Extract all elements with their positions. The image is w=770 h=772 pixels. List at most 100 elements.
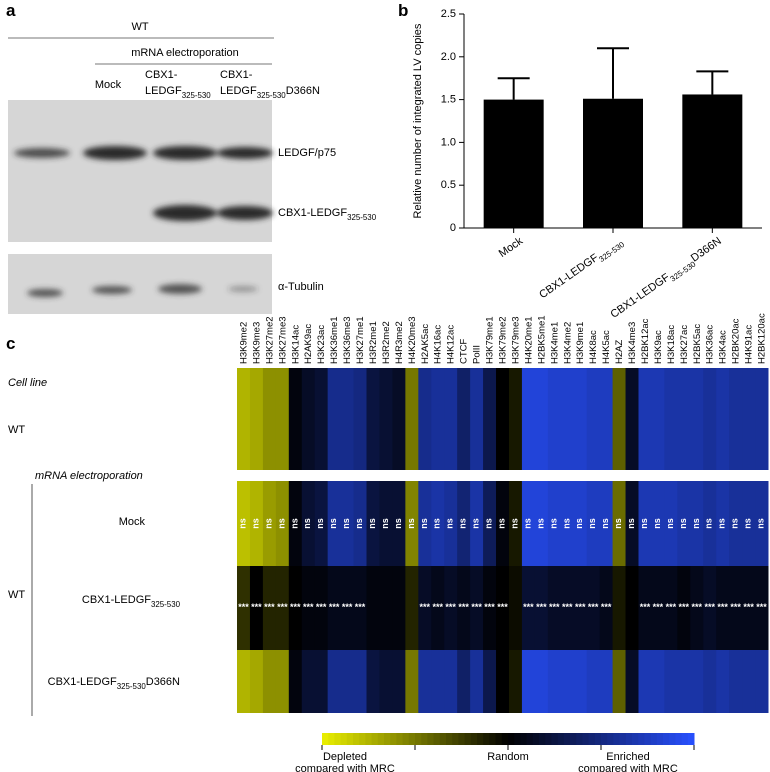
colorbar-segment xyxy=(582,733,590,745)
lane-label: CBX1- xyxy=(145,69,178,81)
heatmap-cell xyxy=(716,368,730,470)
colorbar-segment xyxy=(650,733,658,745)
bar xyxy=(583,98,643,228)
heatmap-cell xyxy=(314,481,329,566)
column-label: H3K4ac xyxy=(717,330,728,364)
heatmap-cell xyxy=(470,566,484,650)
bar xyxy=(483,99,544,228)
significance: *** xyxy=(277,602,288,612)
significance: *** xyxy=(536,602,547,612)
significance: *** xyxy=(432,602,443,612)
significance: ns xyxy=(471,518,481,529)
colorbar-segment xyxy=(390,733,397,745)
heatmap-cell xyxy=(547,481,562,566)
column-label: H3K23ac xyxy=(316,325,327,364)
significance: ns xyxy=(691,518,701,529)
column-label: H2AZ xyxy=(614,340,625,364)
row-label: WT xyxy=(8,424,25,436)
heatmap-cell xyxy=(327,650,342,713)
heatmap-cell xyxy=(288,650,303,713)
significance: *** xyxy=(743,602,754,612)
significance: ns xyxy=(665,518,675,529)
colorbar-segment xyxy=(632,733,639,745)
significance: ns xyxy=(419,518,429,529)
heatmap-cell xyxy=(638,481,652,566)
colorbar-segment xyxy=(551,733,559,745)
heatmap-cell xyxy=(560,368,575,470)
heatmap-cell xyxy=(586,650,601,713)
heatmap-cell xyxy=(703,650,717,713)
heatmap-cell xyxy=(392,368,406,470)
significance: *** xyxy=(445,602,456,612)
heatmap-cell xyxy=(379,650,393,713)
colorbar-segment xyxy=(328,733,335,745)
heatmap-cell xyxy=(392,566,406,650)
heatmap-cell xyxy=(677,368,691,470)
heatmap-cell xyxy=(340,566,355,650)
heatmap-cell xyxy=(483,566,497,650)
colorbar-segment xyxy=(669,733,676,745)
heatmap-cell xyxy=(534,481,549,566)
colorbar-label: compared with MRC xyxy=(295,763,395,772)
significance: ns xyxy=(484,518,494,529)
heatmap-cell xyxy=(444,650,458,713)
significance: *** xyxy=(497,602,508,612)
heatmap-cell xyxy=(444,481,458,566)
heatmap-cell xyxy=(690,368,704,470)
heatmap-cell xyxy=(755,368,769,470)
heatmap-cell xyxy=(690,481,704,566)
significance: ns xyxy=(393,518,403,529)
colorbar-segment xyxy=(508,733,515,745)
significance: *** xyxy=(640,602,651,612)
heatmap-cell xyxy=(249,566,264,650)
heatmap-cell xyxy=(379,566,393,650)
lane-label: CBX1- xyxy=(220,69,253,81)
heatmap-cell xyxy=(237,481,251,566)
heatmap-cell xyxy=(496,650,510,713)
band-label: α-Tubulin xyxy=(278,281,324,293)
heatmap-cell xyxy=(560,481,575,566)
row-label: Mock xyxy=(119,516,146,528)
heatmap-cell xyxy=(547,368,562,470)
colorbar-segment xyxy=(675,733,683,745)
heatmap-cell xyxy=(470,650,484,713)
colorbar-segment xyxy=(594,733,602,745)
significance: *** xyxy=(316,602,327,612)
heatmap-cell xyxy=(508,368,523,470)
heatmap-cell xyxy=(534,566,549,650)
significance: *** xyxy=(717,602,728,612)
column-label: H2BK20ac xyxy=(730,318,741,364)
significance: ns xyxy=(251,518,261,529)
heatmap-cell xyxy=(483,481,497,566)
heatmap-cell xyxy=(237,566,251,650)
heatmap-cell xyxy=(599,650,614,713)
colorbar-segment xyxy=(625,733,633,745)
heatmap-cell xyxy=(742,650,756,713)
column-label: H2AK9ac xyxy=(303,324,314,364)
column-label: H4K8ac xyxy=(588,330,599,364)
colorbar-segment xyxy=(384,733,391,745)
heatmap-cell xyxy=(418,481,432,566)
significance: ns xyxy=(264,518,274,529)
significance: ns xyxy=(380,518,390,529)
heatmap-cell xyxy=(521,481,536,566)
significance: ns xyxy=(445,518,455,529)
significance: ns xyxy=(406,518,416,529)
heatmap-cell xyxy=(586,368,601,470)
heatmap-cell xyxy=(651,650,665,713)
column-label: H2BK5me1 xyxy=(536,315,547,364)
heatmap-cell xyxy=(560,566,575,650)
significance: ns xyxy=(613,518,623,529)
panel-label: a xyxy=(6,1,16,20)
heatmap-cell xyxy=(470,368,484,470)
colorbar-label: compared with MRC xyxy=(578,763,678,772)
significance: ns xyxy=(523,518,533,529)
heatmap-cell xyxy=(612,566,627,650)
colorbar-segment xyxy=(433,733,441,745)
bar xyxy=(682,94,743,229)
heatmap-cell xyxy=(560,650,575,713)
significance: ns xyxy=(704,518,714,529)
heatmap-cell xyxy=(638,368,652,470)
heatmap-cell xyxy=(366,368,380,470)
heatmap-cell xyxy=(392,481,406,566)
